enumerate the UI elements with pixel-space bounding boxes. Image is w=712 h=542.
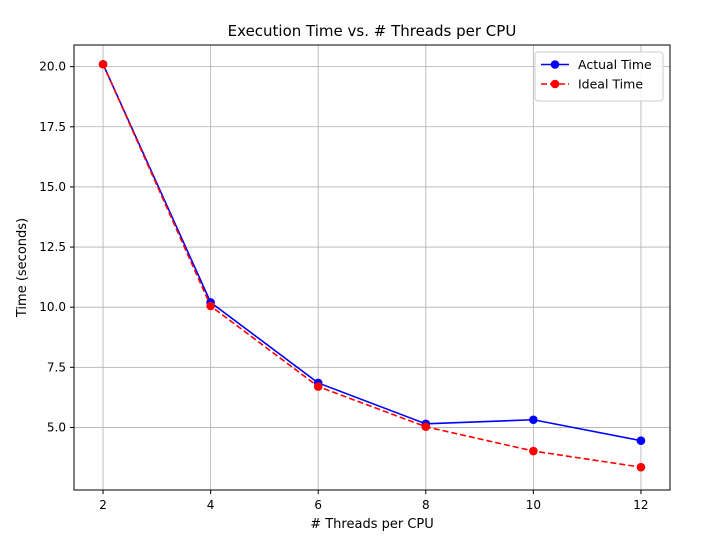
legend-label: Ideal Time — [578, 77, 643, 92]
series-line — [102, 63, 642, 468]
y-tick-label: 7.5 — [47, 360, 66, 374]
legend-label: Actual Time — [578, 57, 652, 72]
data-point — [636, 436, 646, 445]
y-tick-label: 20.0 — [39, 60, 66, 74]
data-point — [421, 422, 431, 432]
x-tick-label: 8 — [422, 498, 430, 512]
legend-entry: Ideal Time — [541, 77, 643, 92]
legend-marker — [550, 79, 560, 89]
y-tick-label: 5.0 — [47, 420, 66, 434]
y-tick-label: 10.0 — [39, 300, 66, 314]
x-tick-label: 4 — [207, 498, 215, 512]
y-tick-label: 12.5 — [39, 240, 66, 254]
data-point — [529, 415, 538, 425]
data-point — [636, 462, 646, 472]
y-axis-label: Time (seconds) — [15, 218, 30, 318]
x-axis-label: # Threads per CPU — [310, 517, 434, 532]
plot-frame — [73, 44, 671, 491]
x-tick-label: 12 — [633, 498, 648, 512]
series-ideal-time — [98, 59, 646, 472]
data-point — [98, 59, 108, 69]
y-tick-label: 15.0 — [39, 180, 66, 194]
series-line — [102, 63, 642, 442]
chart-title: Execution Time vs. # Threads per CPU — [228, 22, 517, 40]
y-tick-label: 17.5 — [39, 120, 66, 134]
x-tick-label: 6 — [314, 498, 322, 512]
ticks: 2 4 6 8 10 12 5.0 7.5 10.0 12.5 15.0 17.5 20.0 — [39, 60, 648, 512]
grid — [74, 45, 670, 490]
legend-entry: Actual Time — [541, 57, 652, 72]
legend-marker — [550, 60, 560, 69]
data-point — [206, 301, 215, 311]
x-tick-label: 2 — [99, 498, 107, 512]
legend: Actual Time Ideal Time — [534, 51, 664, 102]
x-tick-label: 10 — [526, 498, 541, 512]
series-layer — [98, 59, 646, 472]
data-point — [313, 382, 323, 391]
data-point — [529, 446, 538, 456]
